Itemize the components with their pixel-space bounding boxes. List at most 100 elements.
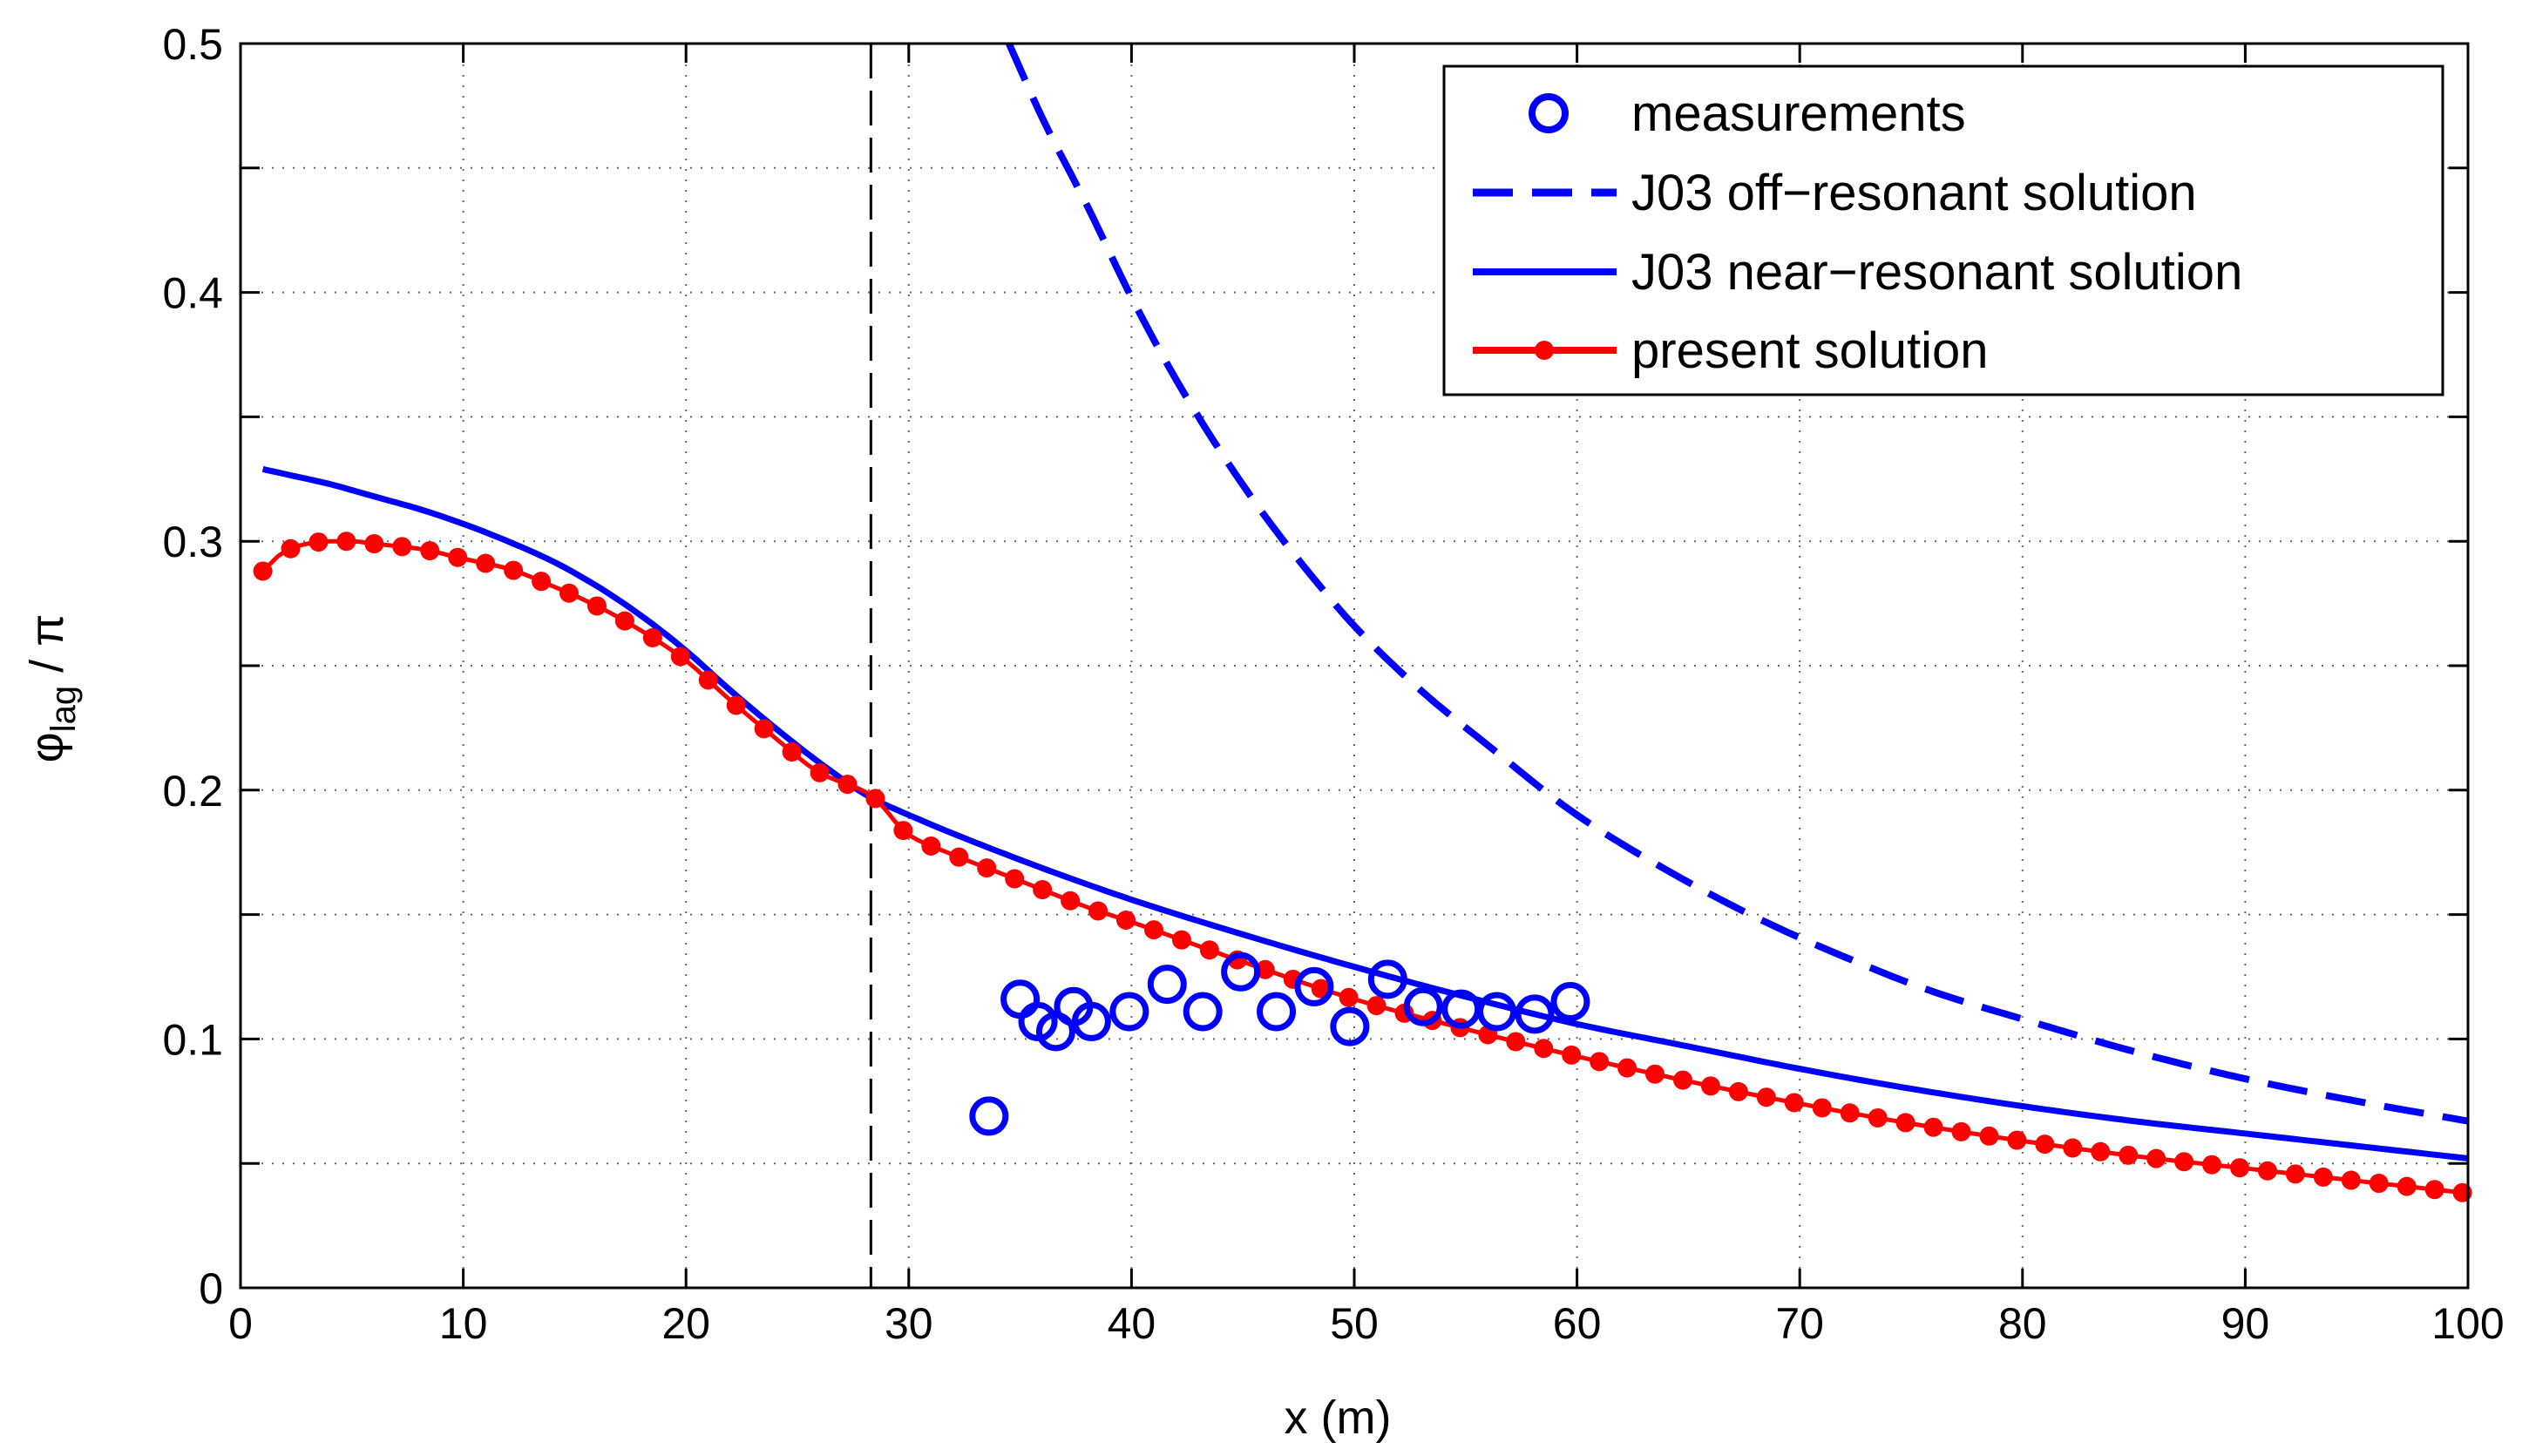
series-present-point [1255,959,1275,979]
series-present-point [559,583,580,603]
tick-labels: 0 10 20 30 40 50 60 70 80 90 100 0 0.1 0.2 0.3 0.4 0.5 [162,20,2504,1348]
series-present-point [2397,1176,2417,1196]
series-present-point [2202,1155,2222,1175]
series-present-point [1061,891,1081,911]
y-tick-label: 0.3 [162,518,223,566]
series-present-point [1951,1121,1971,1141]
measurement-point [1367,959,1407,999]
measurement-point [1035,1012,1075,1052]
series-present-point [2313,1167,2333,1187]
y-tick-label: 0.5 [162,20,223,69]
series-present-point [504,560,524,580]
x-tick-label: 30 [885,1299,933,1348]
series-present-point [865,789,885,809]
x-tick-label: 100 [2431,1299,2504,1348]
series-present-point [2146,1148,2166,1168]
series-present-point [1590,1052,1610,1072]
legend-label-present: present solution [1631,322,1988,379]
series-present-point [1784,1093,1804,1113]
series-present-point [281,538,301,559]
measurement-point [1257,992,1297,1032]
measurement-point [1515,994,1555,1034]
legend-box [1442,64,2444,396]
series-present-point [2063,1138,2083,1158]
series-present-point [1728,1081,1748,1101]
y-tick-label: 0.2 [162,767,223,816]
series-present-point [1895,1113,1915,1133]
series-present-point [1756,1087,1776,1107]
series-present-point [2285,1164,2305,1184]
series-present-point [726,695,746,715]
series-present-point [2230,1158,2250,1178]
series-present-point [1562,1045,1582,1065]
series-present-point [1534,1039,1554,1059]
x-tick-label: 40 [1108,1299,1156,1348]
legend-marker-present-dot [1535,341,1554,360]
series-present-point [893,821,913,841]
series-present-point [253,561,273,581]
series-present-point [977,858,997,878]
series-present-point [2257,1161,2277,1181]
series-present-point [308,532,329,552]
series-present-point [810,762,830,782]
series-present-point [2091,1141,2111,1161]
y-tick-label: 0.1 [162,1015,223,1064]
series-present-point [1033,880,1053,900]
series-present-point [2035,1134,2055,1155]
series-present-point [1339,987,1359,1007]
series-present-point [670,647,690,667]
series-present-point [336,532,356,552]
series-present-point [1506,1032,1526,1052]
series-present-point [2007,1130,2027,1150]
series-present-point [698,670,718,690]
series-near-resonant-line [261,465,2469,1161]
y-axis-label-base: φ [21,732,73,762]
measurement-point [1550,982,1590,1022]
series-present-point [1812,1098,1832,1118]
series-present-point [837,775,858,795]
x-tick-label: 10 [439,1299,488,1348]
y-tick-label: 0 [199,1264,223,1313]
series-present-point [949,847,969,867]
measurement-point [1330,1006,1370,1046]
y-axis-label-sub: lag [44,686,83,732]
series-present-point [2174,1152,2194,1172]
series-present-point [754,719,774,739]
y-axis-label: φlag / π [21,614,83,763]
measurement-point [1294,966,1334,1006]
series-present-point [1116,910,1136,930]
x-tick-label: 50 [1330,1299,1379,1348]
series-present-point [448,547,468,567]
x-tick-label: 90 [2221,1299,2270,1348]
series-present-point [1005,869,1025,889]
series-present-point [1645,1064,1665,1084]
measurement-point [1183,992,1223,1032]
measurement-point [1071,1001,1111,1041]
x-tick-label: 0 [228,1299,253,1348]
series-present-point [782,742,802,762]
x-tick-label: 60 [1553,1299,1602,1348]
series-present-point [2119,1145,2139,1165]
series-present-point [1311,979,1331,999]
series-present-point [1143,920,1163,940]
series-layer [253,42,2472,1202]
legend-marker-measurements [1529,93,1569,133]
series-present-point [1088,901,1109,921]
measurement-point [1477,992,1517,1032]
series-present-point [2369,1174,2389,1194]
series-present-point [1700,1076,1720,1096]
ticks [239,42,2470,1290]
series-present-point [476,553,496,573]
y-axis-label-suffix: / π [21,614,73,686]
measurement-point [969,1096,1009,1136]
measurement-point [1221,951,1261,992]
x-tick-label: 80 [1998,1299,2047,1348]
series-present-point [1673,1070,1693,1090]
series-present-point [1617,1058,1637,1078]
series-present-point [614,611,634,631]
series-present-point [2341,1170,2361,1190]
series-present-point [1923,1117,1943,1137]
series-present-point [2424,1180,2444,1200]
series-present-point [1979,1126,1999,1146]
